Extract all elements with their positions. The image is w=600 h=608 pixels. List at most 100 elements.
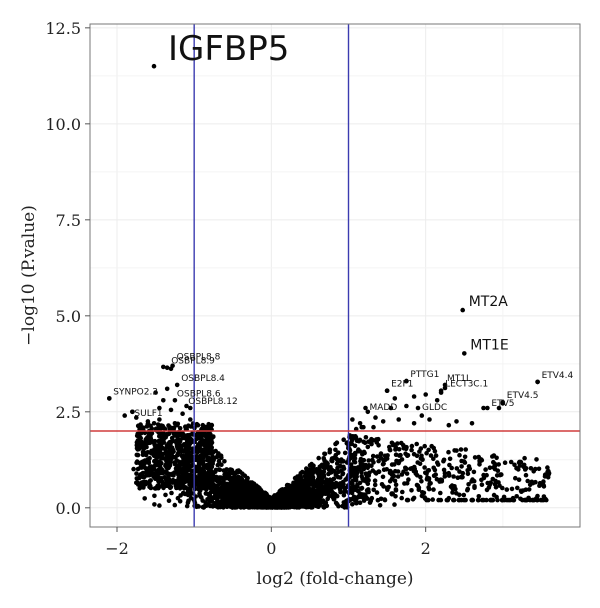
data-point xyxy=(239,496,244,502)
data-point xyxy=(229,480,235,486)
data-point xyxy=(210,473,216,479)
data-point xyxy=(460,307,466,313)
data-point xyxy=(134,433,140,439)
data-point xyxy=(141,485,146,490)
data-point xyxy=(230,505,235,510)
data-point xyxy=(518,496,523,502)
data-point xyxy=(418,446,424,451)
data-point xyxy=(271,502,277,508)
data-point xyxy=(374,490,380,495)
data-point xyxy=(215,462,221,468)
data-point xyxy=(433,453,439,458)
data-point xyxy=(321,472,327,477)
data-point xyxy=(164,365,170,371)
gene-label-mt2a: MT2A xyxy=(469,294,509,310)
data-point xyxy=(244,479,249,484)
data-point xyxy=(390,491,396,496)
data-point xyxy=(180,453,185,458)
data-point xyxy=(421,490,427,496)
data-point xyxy=(406,477,411,482)
data-point xyxy=(160,445,166,451)
data-point xyxy=(160,435,165,441)
data-point xyxy=(198,453,203,459)
data-point xyxy=(348,468,354,474)
data-point xyxy=(393,482,399,488)
data-point xyxy=(393,488,399,493)
y-tick-label: 7.5 xyxy=(56,211,81,230)
data-point xyxy=(188,488,193,494)
data-point xyxy=(366,458,372,463)
data-point xyxy=(214,485,220,491)
data-point xyxy=(248,480,253,485)
data-point xyxy=(383,455,389,460)
data-point xyxy=(260,498,265,504)
x-tick-label: −2 xyxy=(105,539,129,558)
data-point xyxy=(185,492,191,498)
data-point xyxy=(352,456,358,461)
data-point xyxy=(152,493,157,499)
data-point xyxy=(358,461,364,467)
data-point xyxy=(138,422,143,427)
data-point xyxy=(454,419,459,424)
data-point xyxy=(414,453,420,459)
data-point xyxy=(512,462,517,468)
data-point xyxy=(470,477,475,482)
data-point xyxy=(211,434,216,439)
data-point xyxy=(250,493,255,499)
data-point xyxy=(479,497,485,503)
data-point xyxy=(179,474,185,479)
data-point xyxy=(422,465,427,470)
data-point xyxy=(169,435,175,441)
data-point xyxy=(387,447,393,453)
data-point xyxy=(166,465,171,471)
data-point xyxy=(196,444,201,449)
data-point xyxy=(523,487,529,493)
data-point xyxy=(168,443,173,448)
data-point xyxy=(246,485,252,491)
data-point xyxy=(183,485,189,490)
data-point xyxy=(342,489,347,495)
data-point xyxy=(363,405,368,411)
data-point xyxy=(169,450,175,456)
data-point xyxy=(166,483,172,489)
data-point xyxy=(147,484,152,490)
data-point xyxy=(286,483,291,488)
data-point xyxy=(306,497,312,502)
data-point xyxy=(502,460,508,466)
data-point xyxy=(430,497,436,502)
data-point xyxy=(399,495,405,501)
data-point xyxy=(446,422,452,428)
data-point xyxy=(424,476,430,482)
data-point xyxy=(523,472,529,478)
data-point xyxy=(280,504,286,510)
data-point xyxy=(325,496,331,502)
data-point xyxy=(373,415,378,420)
data-point xyxy=(350,502,355,507)
data-point xyxy=(352,443,358,449)
data-point xyxy=(497,483,502,488)
data-point xyxy=(169,490,174,496)
data-point xyxy=(334,471,339,476)
data-point xyxy=(485,405,490,411)
plot-frame xyxy=(89,23,581,528)
data-point xyxy=(209,464,215,470)
data-point xyxy=(235,474,241,480)
data-point xyxy=(196,432,202,438)
data-point xyxy=(141,459,147,465)
data-point xyxy=(408,466,413,472)
data-point xyxy=(222,472,227,477)
data-point xyxy=(404,403,409,409)
data-point xyxy=(153,390,158,395)
data-point xyxy=(356,447,361,452)
data-point xyxy=(381,461,386,466)
gene-label-lect3c-1: LECT3C.1 xyxy=(445,380,488,390)
data-point xyxy=(354,470,360,476)
data-point xyxy=(331,496,337,502)
data-point xyxy=(196,484,201,489)
data-point xyxy=(157,417,162,422)
data-point xyxy=(174,432,179,438)
data-point xyxy=(262,490,268,496)
x-axis-ticks: −2 0 2 xyxy=(105,527,431,558)
data-point xyxy=(311,478,316,483)
data-point xyxy=(415,460,421,465)
